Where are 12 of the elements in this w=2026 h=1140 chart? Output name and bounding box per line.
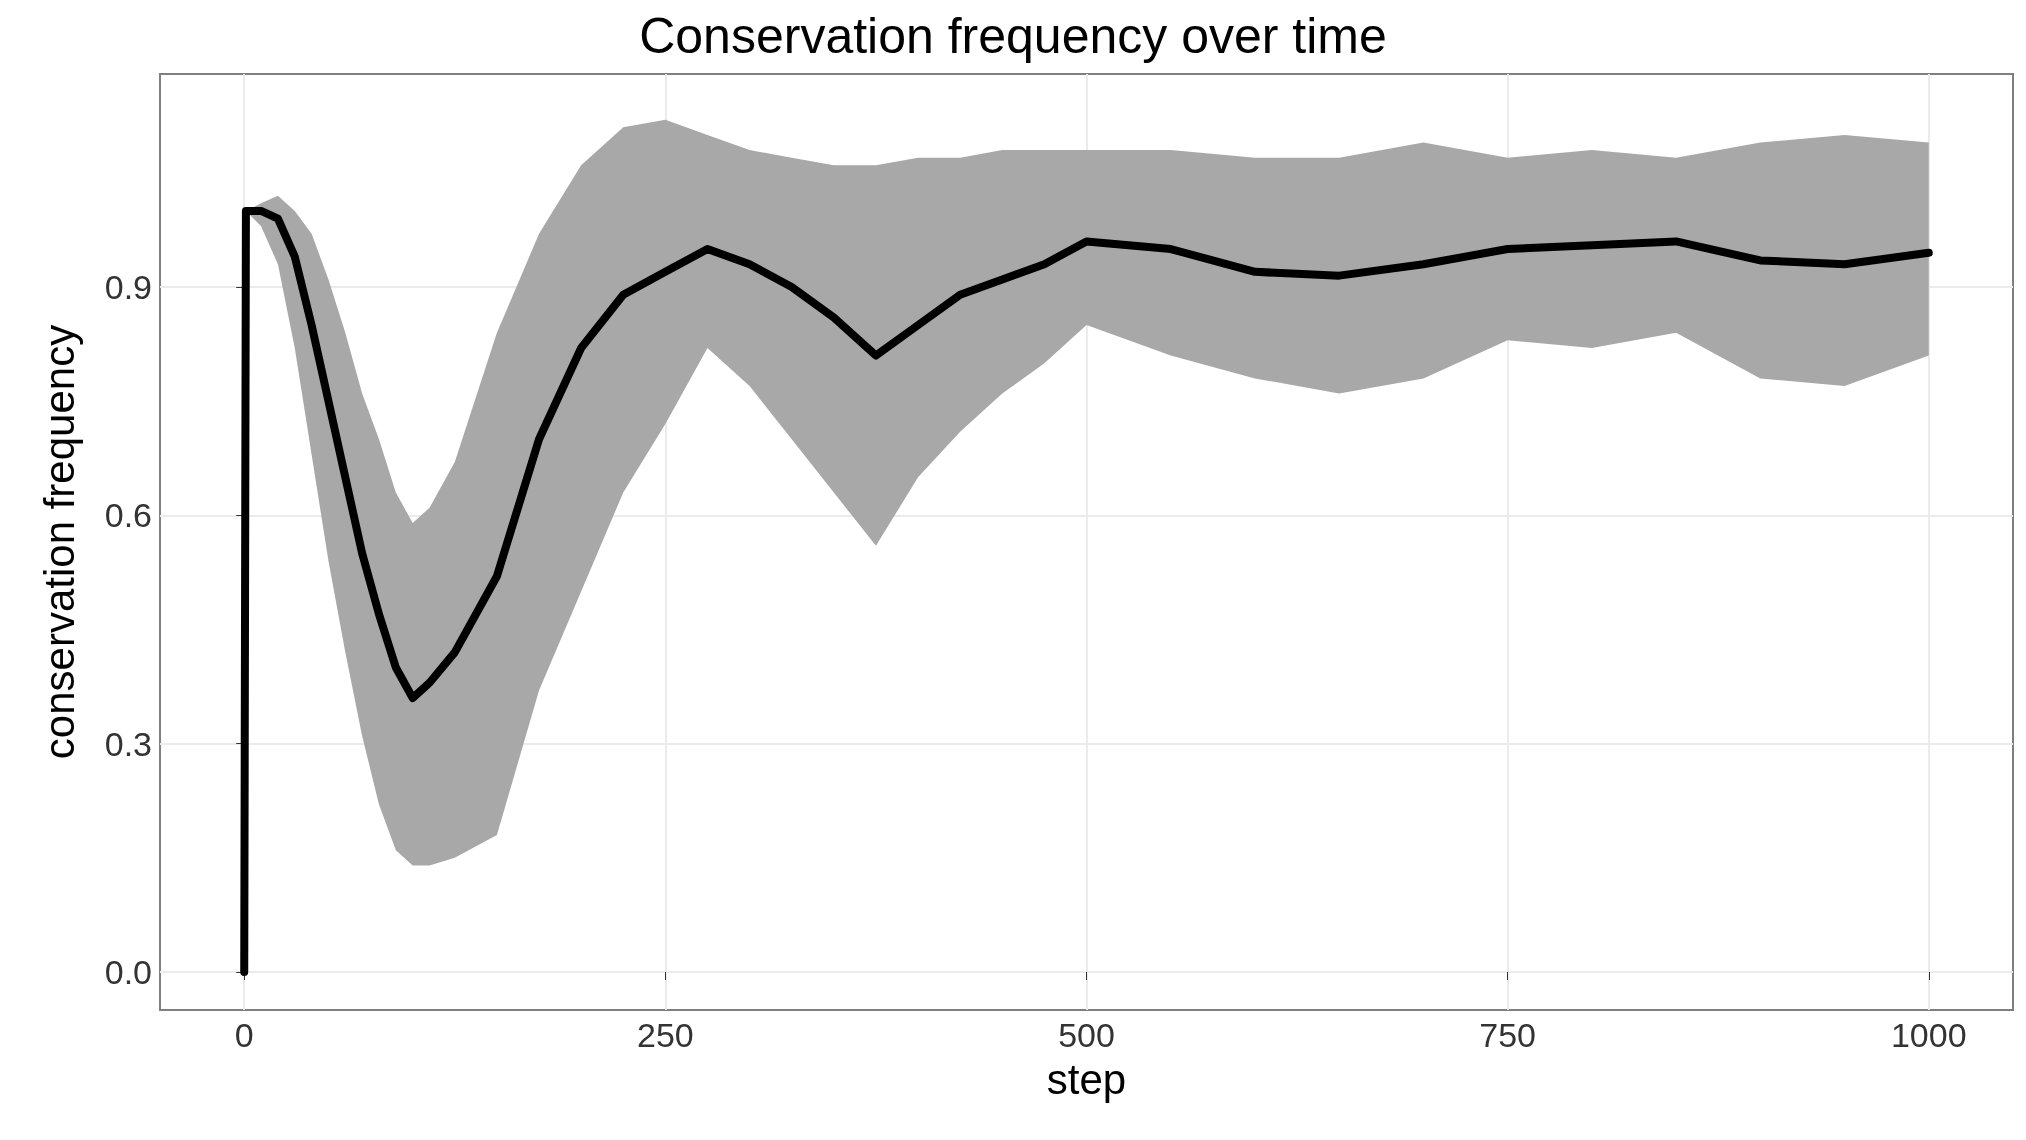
y-tick-label: 0.3 <box>104 724 152 763</box>
chart-title: Conservation frequency over time <box>639 8 1387 64</box>
x-tick-label: 500 <box>1058 1016 1115 1054</box>
y-tick-label: 0.6 <box>104 496 152 535</box>
x-tick-label: 750 <box>1479 1016 1536 1054</box>
x-tick-label: 1000 <box>1890 1016 1967 1054</box>
x-axis-title: step <box>1046 1055 1127 1103</box>
y-tick-label: 0.9 <box>104 268 152 307</box>
x-tick-label: 250 <box>637 1016 694 1054</box>
y-tick-label: 0.0 <box>104 952 152 991</box>
y-axis-title: conservation frequency <box>35 324 83 760</box>
x-tick-label: 0 <box>234 1016 254 1054</box>
